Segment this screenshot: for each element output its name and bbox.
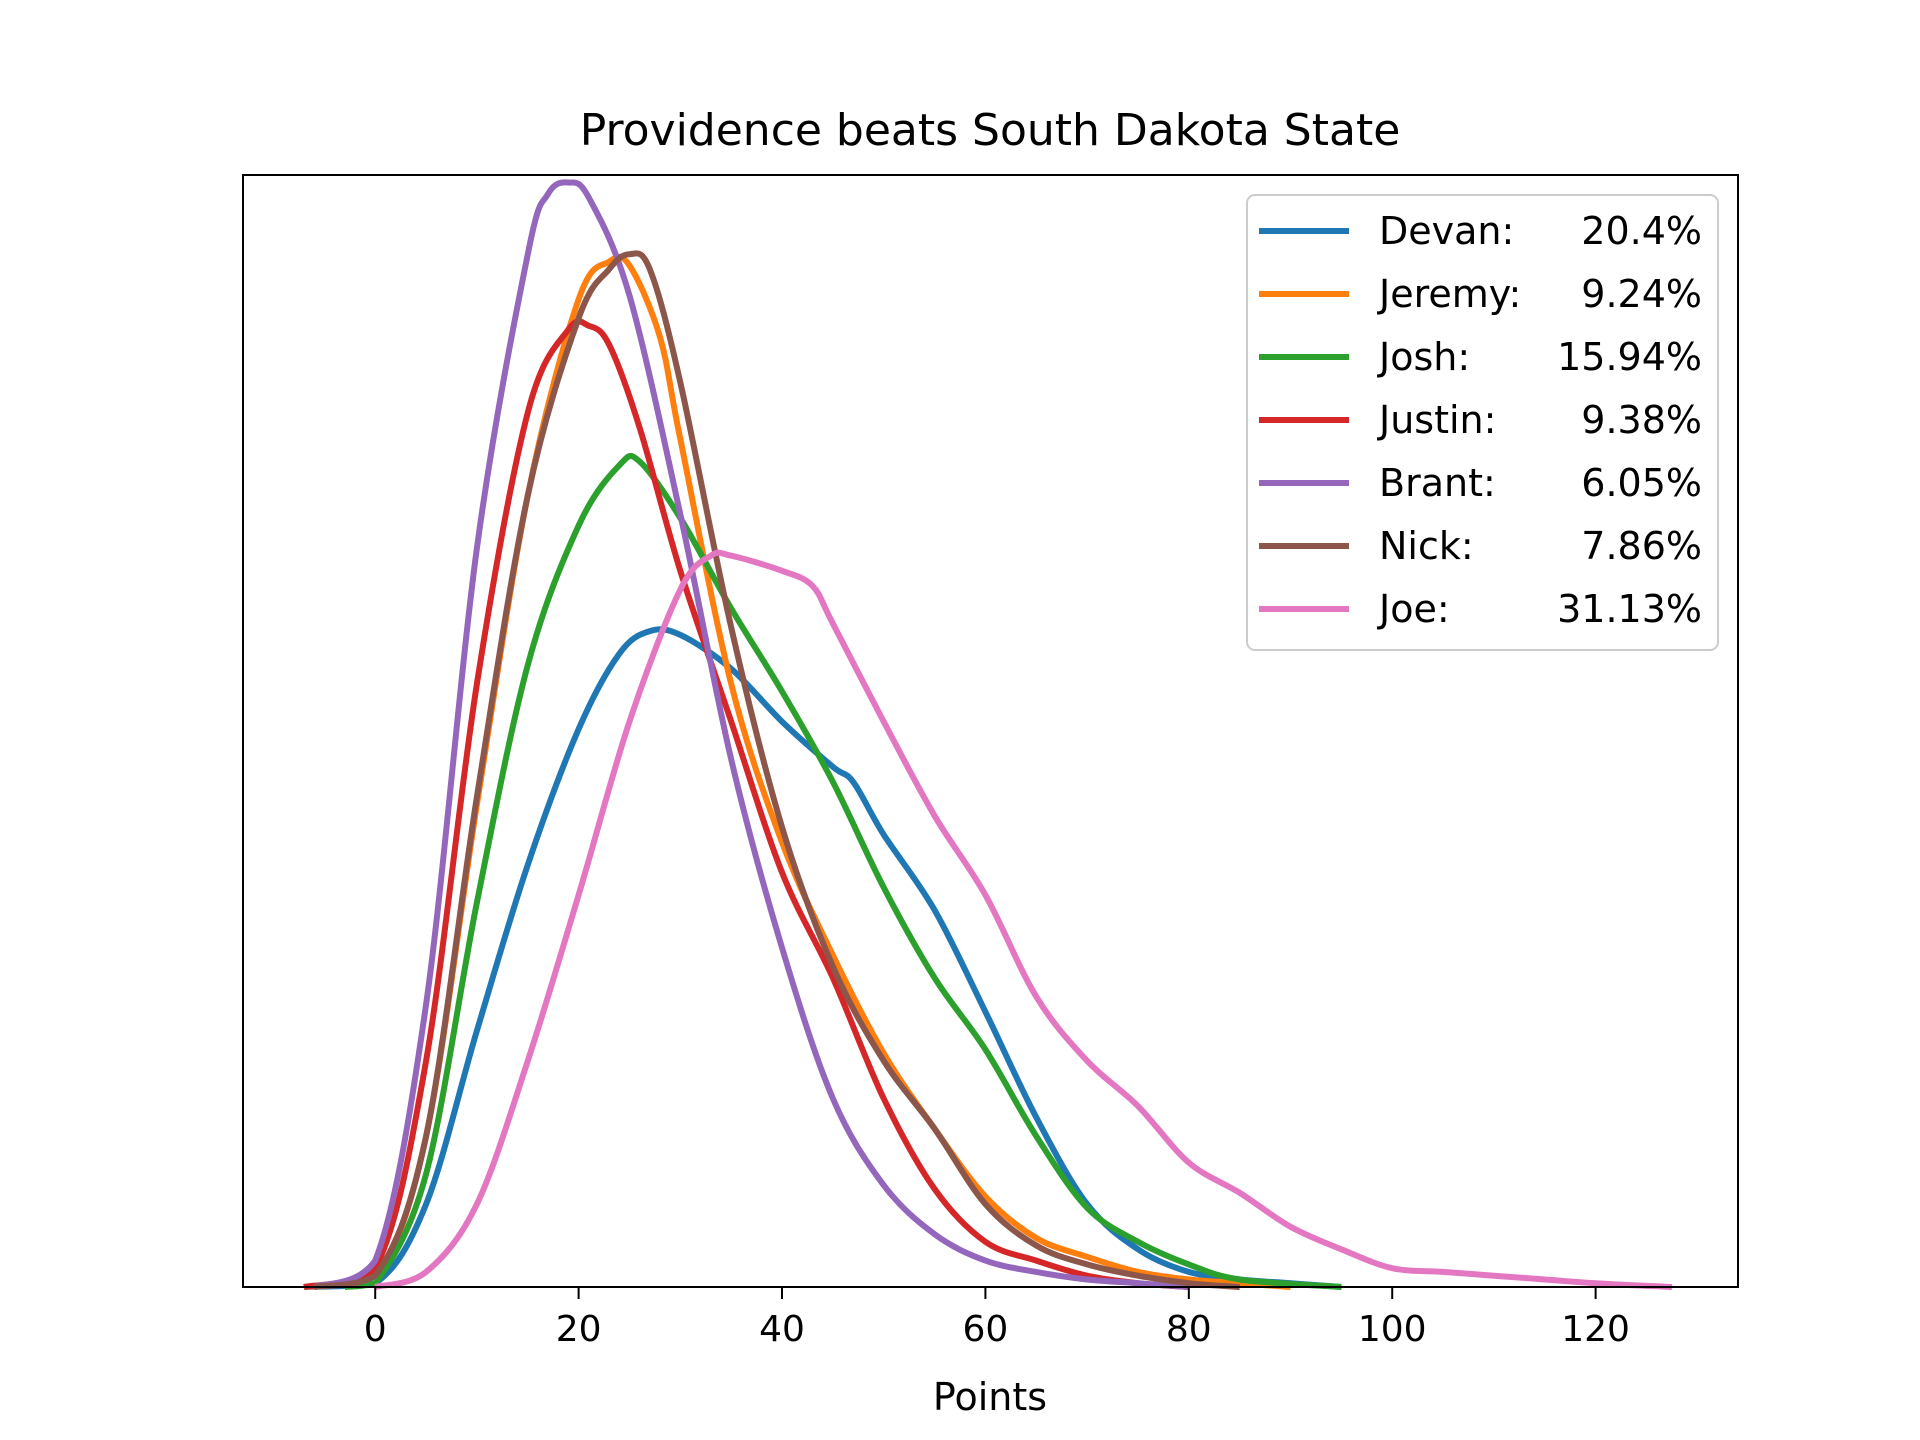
series-line-nick	[313, 250, 1240, 1290]
legend-name-nick: Nick:	[1379, 524, 1474, 568]
legend-pct-justin: 9.38%	[1581, 398, 1702, 442]
legend-pct-joe: 31.13%	[1557, 587, 1702, 631]
x-tick-label: 100	[1358, 1309, 1427, 1350]
plot-lines	[303, 179, 1673, 1290]
legend-pct-devan: 20.4%	[1581, 209, 1702, 253]
legend-name-joe: Joe:	[1377, 587, 1450, 631]
x-tick-label: 120	[1561, 1309, 1630, 1350]
legend-pct-brant: 6.05%	[1581, 461, 1702, 505]
legend: Devan: 20.4% Jeremy: 9.24% Josh: 15.94% Justin…	[1246, 194, 1719, 651]
legend-name-josh: Josh:	[1377, 335, 1470, 379]
legend-pct-josh: 15.94%	[1557, 335, 1702, 379]
x-tick-label: 0	[364, 1309, 387, 1350]
series-line-joe	[374, 549, 1673, 1290]
series-line-devan	[303, 626, 1342, 1290]
series-line-josh	[344, 453, 1342, 1290]
legend-box	[1246, 194, 1719, 651]
legend-name-jeremy: Jeremy:	[1377, 272, 1521, 316]
series-line-justin	[303, 318, 1190, 1290]
x-tick-label: 60	[963, 1309, 1009, 1350]
x-axis-ticks: 0 20 40 60 80 100 120	[364, 1287, 1630, 1350]
series-line-brant	[313, 179, 1190, 1290]
x-tick-label: 80	[1166, 1309, 1212, 1350]
x-tick-label: 20	[556, 1309, 602, 1350]
x-axis-label: Points	[933, 1375, 1047, 1419]
legend-name-devan: Devan:	[1379, 209, 1514, 253]
legend-name-justin: Justin:	[1377, 398, 1496, 442]
legend-pct-nick: 7.86%	[1581, 524, 1702, 568]
legend-pct-jeremy: 9.24%	[1581, 272, 1702, 316]
chart-title: Providence beats South Dakota State	[580, 105, 1401, 156]
plot-frame	[242, 174, 1739, 1288]
legend-name-brant: Brant:	[1379, 461, 1496, 505]
x-tick-label: 40	[759, 1309, 805, 1350]
